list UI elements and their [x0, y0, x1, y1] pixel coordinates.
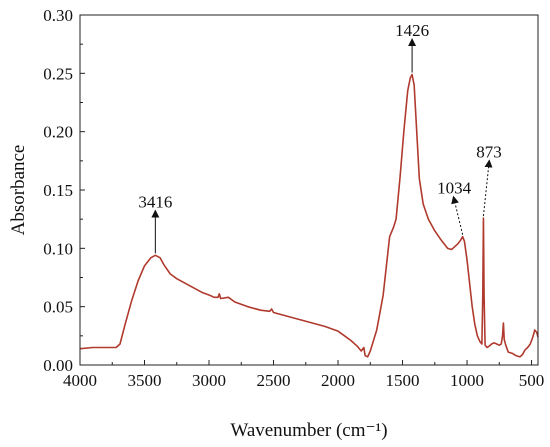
peak-label: 3416 [138, 193, 172, 212]
peak-arrow [482, 159, 493, 217]
x-tick-label: 2500 [257, 371, 291, 390]
x-tick-label: 2000 [321, 371, 355, 390]
y-tick-label: 0.05 [43, 298, 73, 317]
y-tick-label: 0.15 [43, 181, 73, 200]
x-tick-label: 4000 [63, 371, 97, 390]
spectrum-line [79, 73, 539, 358]
peak-label: 873 [476, 142, 502, 161]
x-axis-title: Wavenumber (cm⁻¹) [230, 420, 387, 441]
y-tick-label: 0.25 [43, 64, 73, 83]
peak-arrow [451, 195, 464, 235]
x-tick-label: 1000 [450, 371, 484, 390]
y-tick-label: 0.20 [43, 123, 73, 142]
y-tick-label: 0.30 [43, 6, 73, 25]
x-tick-label: 500 [519, 371, 545, 390]
x-tick-label: 3000 [192, 371, 226, 390]
y-tick-label: 0.10 [43, 239, 73, 258]
x-tick-label: 3500 [128, 371, 162, 390]
x-tick-label: 1500 [386, 371, 420, 390]
peak-label: 1426 [395, 21, 429, 40]
y-axis-title: Absorbance [8, 145, 29, 236]
y-tick-label: 0.00 [43, 356, 73, 375]
peak-label: 1034 [437, 179, 472, 198]
